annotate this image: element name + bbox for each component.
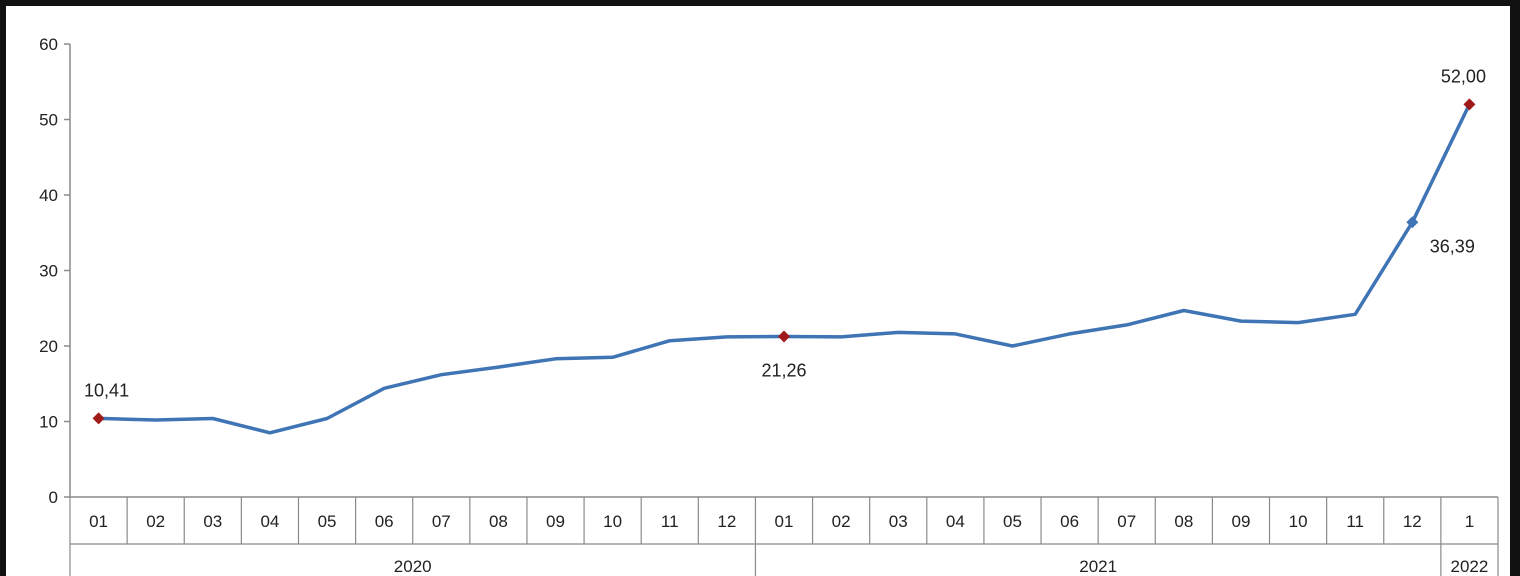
x-category-label: 05 [318, 512, 337, 531]
data-labels: 10,41 21,26 36,39 52,00 [84, 66, 1486, 400]
x-category-label: 01 [775, 512, 794, 531]
y-tick-label: 60 [39, 35, 58, 54]
data-markers [92, 98, 1476, 425]
x-category-label: 02 [146, 512, 165, 531]
x-axis-categories: 01 02 03 04 05 06 07 08 09 10 11 12 01 02 03 04 05 06 07 08… [69, 497, 1499, 576]
data-point-marker [1463, 98, 1476, 111]
x-category-label: 04 [946, 512, 965, 531]
x-category-label: 07 [1117, 512, 1136, 531]
y-tick-label: 50 [39, 111, 58, 130]
y-tick-label: 10 [39, 413, 58, 432]
x-category-label: 04 [260, 512, 279, 531]
x-group-label: 2021 [1079, 557, 1117, 576]
y-tick-label: 30 [39, 262, 58, 281]
y-tick-label: 0 [49, 488, 58, 507]
data-point-marker [1406, 216, 1419, 229]
x-category-label: 1 [1465, 512, 1474, 531]
x-category-label: 06 [1060, 512, 1079, 531]
data-label: 10,41 [84, 380, 129, 400]
x-category-label: 02 [832, 512, 851, 531]
data-label: 52,00 [1441, 66, 1486, 86]
chart-frame: 0 10 20 30 40 50 60 01 02 03 04 05 06 07 08 09 10 11 12 01… [6, 6, 1510, 576]
x-category-label: 03 [203, 512, 222, 531]
x-category-label: 12 [1403, 512, 1422, 531]
x-category-label: 10 [1289, 512, 1308, 531]
x-category-label: 03 [889, 512, 908, 531]
x-category-label: 11 [661, 512, 679, 531]
x-category-label: 01 [89, 512, 108, 531]
data-label: 36,39 [1430, 236, 1475, 256]
axes [69, 44, 1498, 545]
x-group-label: 2020 [394, 557, 432, 576]
x-category-label: 06 [375, 512, 394, 531]
y-tick-label: 40 [39, 186, 58, 205]
x-category-label: 07 [432, 512, 451, 531]
x-category-label: 08 [1174, 512, 1193, 531]
data-point-marker [92, 412, 105, 425]
x-group-label: 2022 [1451, 557, 1489, 576]
series-line [96, 102, 1472, 435]
data-point-marker [778, 330, 790, 343]
x-category-label: 10 [603, 512, 622, 531]
x-category-label: 09 [546, 512, 565, 531]
x-category-label: 05 [1003, 512, 1022, 531]
data-label: 21,26 [761, 360, 806, 380]
series-line-path [96, 102, 1472, 435]
x-category-label: 08 [489, 512, 508, 531]
x-category-label: 11 [1346, 512, 1364, 531]
y-axis-ticks: 0 10 20 30 40 50 60 [39, 35, 70, 507]
x-category-label: 12 [717, 512, 736, 531]
y-tick-label: 20 [39, 337, 58, 356]
x-category-label: 09 [1231, 512, 1250, 531]
